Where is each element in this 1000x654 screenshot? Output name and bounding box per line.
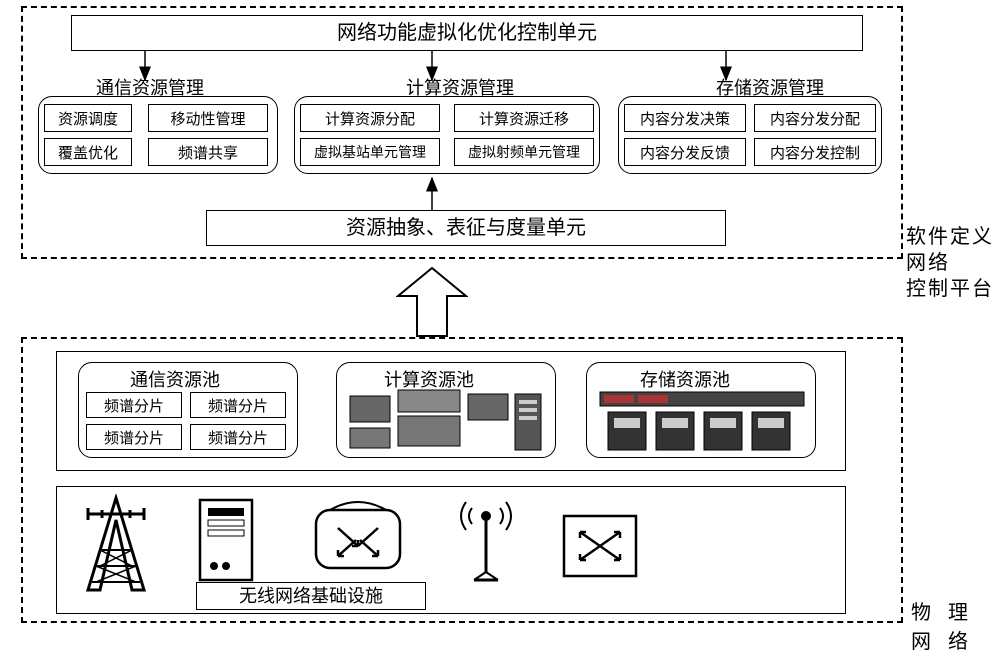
spectrum-slice-4: 频谱分片 — [190, 424, 286, 450]
cell-comp-alloc: 计算资源分配 — [300, 104, 440, 132]
spectrum-slice-1: 频谱分片 — [86, 392, 182, 418]
nfv-unit-label: 网络功能虚拟化优化控制单元 — [337, 22, 597, 44]
cell-mobility-mgmt: 移动性管理 — [148, 104, 268, 132]
switch-icon — [560, 512, 640, 582]
comp-mgmt-title: 计算资源管理 — [370, 74, 550, 100]
cell-spectrum-share: 频谱共享 — [148, 138, 268, 166]
stor-mgmt-title: 存储资源管理 — [680, 74, 860, 100]
infra-label: 无线网络基础设施 — [239, 586, 383, 606]
cell-vrf-mgmt: 虚拟射频单元管理 — [454, 138, 594, 166]
comm-mgmt-title: 通信资源管理 — [60, 74, 240, 100]
comm-pool-title: 通信资源池 — [130, 366, 220, 392]
router-icon — [308, 498, 408, 580]
phys-label: 物 理 网 络 — [911, 596, 1000, 654]
storage-units-icon — [586, 388, 816, 458]
cell-coverage-opt: 覆盖优化 — [44, 138, 132, 166]
cell-resource-sched: 资源调度 — [44, 104, 132, 132]
infra-container — [56, 486, 846, 614]
cell-cdn-decision: 内容分发决策 — [624, 104, 746, 132]
sdn-label-line2: 控制平台 — [906, 276, 1000, 302]
abstract-unit-label: 资源抽象、表征与度量单元 — [346, 217, 586, 239]
spectrum-slice-2: 频谱分片 — [190, 392, 286, 418]
abstract-unit-box: 资源抽象、表征与度量单元 — [206, 210, 726, 246]
cell-cdn-control: 内容分发控制 — [754, 138, 876, 166]
sdn-label-line1: 软件定义网络 — [906, 224, 1000, 276]
antenna-icon — [456, 498, 516, 588]
cell-cdn-alloc: 内容分发分配 — [754, 104, 876, 132]
cell-comp-migrate: 计算资源迁移 — [454, 104, 594, 132]
cell-cdn-feedback: 内容分发反馈 — [624, 138, 746, 166]
server-icon — [196, 498, 256, 586]
compute-servers-icon — [336, 388, 556, 458]
nfv-unit-box: 网络功能虚拟化优化控制单元 — [71, 15, 863, 51]
cell-vbs-mgmt: 虚拟基站单元管理 — [300, 138, 440, 166]
tower-icon — [76, 494, 156, 600]
big-arrow-icon — [396, 266, 468, 340]
sdn-label: 软件定义网络 控制平台 — [906, 224, 1000, 302]
spectrum-slice-3: 频谱分片 — [86, 424, 182, 450]
infra-label-box: 无线网络基础设施 — [196, 582, 426, 610]
